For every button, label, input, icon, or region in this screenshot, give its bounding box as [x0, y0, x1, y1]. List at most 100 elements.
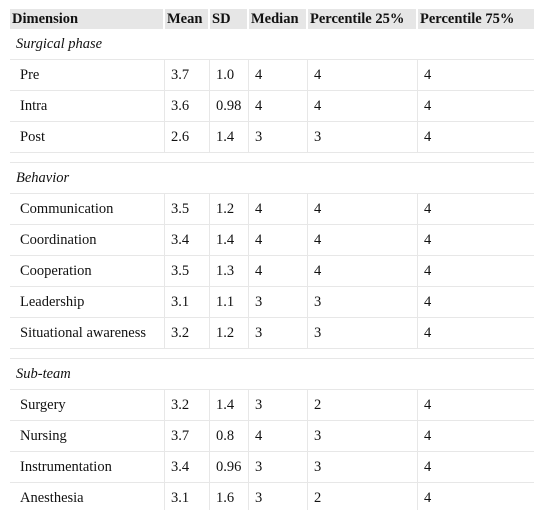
- cell-percentile-75: 4: [418, 256, 534, 287]
- cell-mean: 3.5: [165, 256, 210, 287]
- cell-median: 3: [249, 390, 308, 421]
- cell-mean: 3.2: [165, 318, 210, 349]
- cell-percentile-25: 4: [308, 194, 418, 225]
- cell-median: 3: [249, 287, 308, 318]
- section-spacer: [10, 153, 534, 163]
- cell-dimension: Instrumentation: [10, 452, 165, 483]
- cell-percentile-25: 4: [308, 256, 418, 287]
- section-spacer: [10, 349, 534, 359]
- cell-dimension: Surgery: [10, 390, 165, 421]
- table-row: Anesthesia 3.1 1.6 3 2 4: [10, 483, 534, 510]
- cell-sd: 1.6: [210, 483, 249, 510]
- cell-percentile-75: 4: [418, 60, 534, 91]
- cell-dimension: Coordination: [10, 225, 165, 256]
- column-header-percentile-25: Percentile 25%: [308, 9, 418, 29]
- cell-median: 3: [249, 122, 308, 153]
- cell-percentile-75: 4: [418, 390, 534, 421]
- cell-median: 4: [249, 421, 308, 452]
- cell-sd: 1.4: [210, 225, 249, 256]
- table-row: Communication 3.5 1.2 4 4 4: [10, 194, 534, 225]
- cell-dimension: Anesthesia: [10, 483, 165, 510]
- section-heading: Surgical phase: [10, 29, 534, 60]
- column-header-percentile-75: Percentile 75%: [418, 9, 534, 29]
- cell-percentile-25: 3: [308, 421, 418, 452]
- cell-sd: 1.2: [210, 194, 249, 225]
- table-row: Coordination 3.4 1.4 4 4 4: [10, 225, 534, 256]
- cell-percentile-25: 4: [308, 225, 418, 256]
- cell-mean: 3.5: [165, 194, 210, 225]
- cell-dimension: Nursing: [10, 421, 165, 452]
- table-row: Instrumentation 3.4 0.96 3 3 4: [10, 452, 534, 483]
- cell-sd: 1.3: [210, 256, 249, 287]
- cell-percentile-75: 4: [418, 483, 534, 510]
- section-heading: Sub-team: [10, 359, 534, 390]
- cell-median: 4: [249, 91, 308, 122]
- cell-percentile-75: 4: [418, 452, 534, 483]
- results-table-container: Dimension Mean SD Median Percentile 25% …: [10, 9, 534, 510]
- cell-percentile-75: 4: [418, 225, 534, 256]
- table-row: Pre 3.7 1.0 4 4 4: [10, 60, 534, 91]
- cell-median: 4: [249, 225, 308, 256]
- cell-dimension: Cooperation: [10, 256, 165, 287]
- cell-sd: 0.96: [210, 452, 249, 483]
- cell-percentile-25: 3: [308, 452, 418, 483]
- cell-mean: 3.1: [165, 483, 210, 510]
- cell-percentile-75: 4: [418, 318, 534, 349]
- cell-dimension: Communication: [10, 194, 165, 225]
- column-header-sd: SD: [210, 9, 249, 29]
- cell-sd: 1.2: [210, 318, 249, 349]
- cell-percentile-25: 4: [308, 60, 418, 91]
- cell-median: 3: [249, 452, 308, 483]
- cell-median: 4: [249, 60, 308, 91]
- table-row: Nursing 3.7 0.8 4 3 4: [10, 421, 534, 452]
- cell-sd: 1.4: [210, 122, 249, 153]
- section-heading-row: Behavior: [10, 163, 534, 194]
- cell-dimension: Post: [10, 122, 165, 153]
- cell-mean: 2.6: [165, 122, 210, 153]
- cell-percentile-75: 4: [418, 194, 534, 225]
- cell-sd: 0.8: [210, 421, 249, 452]
- cell-mean: 3.7: [165, 60, 210, 91]
- cell-percentile-75: 4: [418, 421, 534, 452]
- table-row: Cooperation 3.5 1.3 4 4 4: [10, 256, 534, 287]
- cell-mean: 3.2: [165, 390, 210, 421]
- column-header-median: Median: [249, 9, 308, 29]
- cell-median: 3: [249, 318, 308, 349]
- column-header-mean: Mean: [165, 9, 210, 29]
- cell-dimension: Leadership: [10, 287, 165, 318]
- cell-percentile-25: 2: [308, 483, 418, 510]
- spacer-cell: [10, 349, 534, 359]
- section-heading: Behavior: [10, 163, 534, 194]
- cell-percentile-25: 2: [308, 390, 418, 421]
- cell-mean: 3.4: [165, 452, 210, 483]
- cell-percentile-75: 4: [418, 122, 534, 153]
- cell-dimension: Pre: [10, 60, 165, 91]
- cell-mean: 3.4: [165, 225, 210, 256]
- cell-sd: 1.4: [210, 390, 249, 421]
- cell-sd: 1.0: [210, 60, 249, 91]
- table-row: Surgery 3.2 1.4 3 2 4: [10, 390, 534, 421]
- cell-dimension: Situational awareness: [10, 318, 165, 349]
- spacer-cell: [10, 153, 534, 163]
- table-body: Surgical phase Pre 3.7 1.0 4 4 4 Intra 3.6 0.98 4 4…: [10, 29, 534, 510]
- cell-percentile-75: 4: [418, 287, 534, 318]
- cell-percentile-75: 4: [418, 91, 534, 122]
- cell-median: 4: [249, 194, 308, 225]
- section-heading-row: Sub-team: [10, 359, 534, 390]
- cell-median: 4: [249, 256, 308, 287]
- cell-median: 3: [249, 483, 308, 510]
- cell-sd: 0.98: [210, 91, 249, 122]
- cell-sd: 1.1: [210, 287, 249, 318]
- cell-mean: 3.7: [165, 421, 210, 452]
- cell-percentile-25: 3: [308, 287, 418, 318]
- cell-percentile-25: 3: [308, 318, 418, 349]
- header-row: Dimension Mean SD Median Percentile 25% …: [10, 9, 534, 29]
- cell-percentile-25: 4: [308, 91, 418, 122]
- table-row: Situational awareness 3.2 1.2 3 3 4: [10, 318, 534, 349]
- table-row: Post 2.6 1.4 3 3 4: [10, 122, 534, 153]
- column-header-dimension: Dimension: [10, 9, 165, 29]
- cell-percentile-25: 3: [308, 122, 418, 153]
- cell-dimension: Intra: [10, 91, 165, 122]
- cell-mean: 3.1: [165, 287, 210, 318]
- cell-mean: 3.6: [165, 91, 210, 122]
